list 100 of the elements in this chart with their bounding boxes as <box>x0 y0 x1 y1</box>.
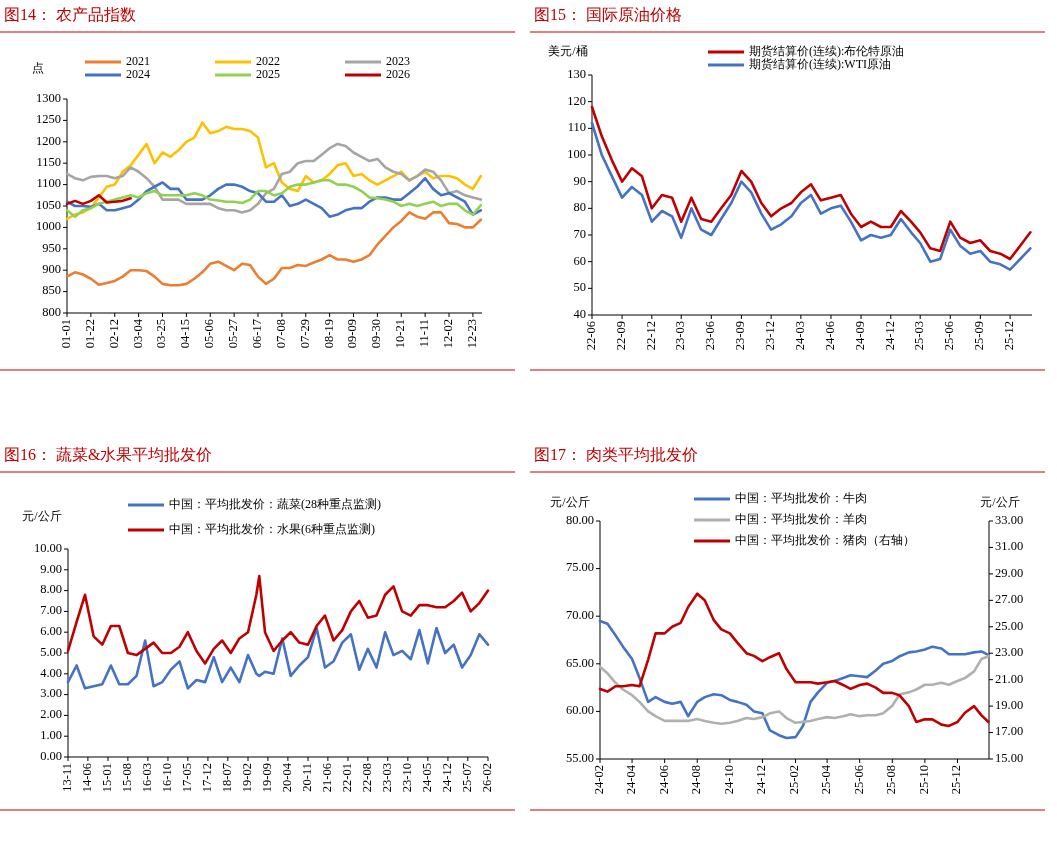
chart-title: 图17： 肉类平均批发价 <box>534 446 698 463</box>
chart-title: 图15： 国际原油价格 <box>534 6 682 23</box>
y-tick-label: 60 <box>573 253 586 268</box>
y2-tick-label: 29.00 <box>995 565 1024 580</box>
line-series <box>65 142 483 214</box>
x-tick-label: 24-03 <box>792 321 807 351</box>
x-tick-label: 03-25 <box>154 319 169 349</box>
x-tick-label: 25-07 <box>459 763 474 793</box>
x-tick-label: 25-03 <box>912 321 927 351</box>
y-tick-label: 120 <box>567 93 586 108</box>
y-tick-label: 6.00 <box>40 624 62 639</box>
x-tick-label: 22-01 <box>339 763 354 793</box>
y-tick-label: 2.00 <box>40 707 62 722</box>
y-tick-label: 70 <box>573 226 586 241</box>
x-tick-label: 09-30 <box>369 319 384 349</box>
y-tick-label: 8.00 <box>40 582 62 597</box>
y-tick-label: 5.00 <box>40 644 62 659</box>
y-axis-title: 元/公斤 <box>550 495 590 509</box>
legend-label: 期货结算价(连续):WTI原油 <box>749 56 891 71</box>
x-tick-label: 24-10 <box>721 765 736 795</box>
x-tick-label: 04-15 <box>178 319 193 349</box>
x-tick-label: 01-01 <box>58 319 73 349</box>
legend-label: 2025 <box>256 66 280 81</box>
x-tick-label: 22-12 <box>643 321 658 351</box>
x-tick-label: 25-04 <box>818 764 833 795</box>
y-tick-label: 55.00 <box>565 750 594 765</box>
x-tick-label: 22-06 <box>583 321 598 351</box>
x-tick-label: 24-12 <box>754 765 769 795</box>
line-series <box>65 211 483 287</box>
y-tick-label: 90 <box>573 173 586 188</box>
x-tick-label: 19-02 <box>239 763 254 793</box>
x-tick-label: 25-10 <box>916 765 931 795</box>
x-tick-label: 25-02 <box>787 765 802 795</box>
x-tick-label: 23-10 <box>399 763 414 793</box>
x-tick-label: 08-19 <box>321 319 336 349</box>
x-tick-label: 02-12 <box>106 319 121 349</box>
x-tick-label: 24-02 <box>591 765 606 795</box>
x-tick-label: 23-03 <box>673 321 688 351</box>
y-tick-label: 110 <box>567 120 586 135</box>
x-tick-label: 09-09 <box>345 319 360 349</box>
x-tick-label: 14-06 <box>79 763 94 793</box>
y-axis-title: 点 <box>32 61 44 75</box>
line-series <box>598 619 990 740</box>
x-tick-label: 20-04 <box>279 762 294 793</box>
y-tick-label: 1050 <box>36 197 61 212</box>
x-tick-label: 23-03 <box>379 763 394 793</box>
y-tick-label: 9.00 <box>40 561 62 576</box>
x-tick-label: 24-08 <box>689 765 704 795</box>
y-tick-label: 1100 <box>36 176 61 191</box>
x-tick-label: 11-11 <box>417 319 432 348</box>
legend-label: 2024 <box>126 66 150 81</box>
x-tick-label: 17-12 <box>199 763 214 793</box>
legend-label: 2026 <box>386 66 410 81</box>
x-tick-label: 24-04 <box>623 764 638 795</box>
x-tick-label: 12-23 <box>464 319 479 349</box>
y-tick-label: 60.00 <box>565 703 594 718</box>
legend-label: 中国：平均批发价：水果(6种重点监测) <box>169 521 375 536</box>
x-tick-label: 25-06 <box>851 765 866 795</box>
y-tick-label: 3.00 <box>40 686 62 701</box>
y-tick-label: 1150 <box>36 155 61 170</box>
y-tick-label: 0.00 <box>40 748 62 763</box>
x-tick-label: 24-09 <box>852 321 867 351</box>
y2-tick-label: 33.00 <box>995 512 1024 527</box>
y-tick-label: 80.00 <box>565 512 594 527</box>
x-tick-label: 25-08 <box>884 765 899 795</box>
x-tick-label: 24-06 <box>822 321 837 351</box>
y-tick-label: 65.00 <box>565 655 594 670</box>
y-tick-label: 75.00 <box>565 560 594 575</box>
line-series <box>66 626 490 690</box>
y-axis-title: 元/公斤 <box>22 509 62 523</box>
x-tick-label: 05-06 <box>202 319 217 349</box>
y-tick-label: 1300 <box>36 90 61 105</box>
chart-title: 图16： 蔬菜&水果平均批发价 <box>4 446 213 463</box>
x-tick-label: 24-12 <box>882 321 897 351</box>
y-axis-title: 美元/桶 <box>548 44 588 58</box>
y-tick-label: 70.00 <box>565 608 594 623</box>
y-tick-label: 1.00 <box>40 728 62 743</box>
x-tick-label: 15-01 <box>99 763 114 793</box>
y2-tick-label: 31.00 <box>995 539 1024 554</box>
x-tick-label: 05-27 <box>226 319 241 349</box>
legend-label: 中国：平均批发价：猪肉（右轴） <box>735 532 915 547</box>
line-series <box>598 592 990 728</box>
x-tick-label: 25-09 <box>972 321 987 351</box>
x-tick-label: 20-11 <box>299 763 314 792</box>
x-tick-label: 24-06 <box>656 765 671 795</box>
y-tick-label: 10.00 <box>33 540 62 555</box>
x-tick-label: 21-06 <box>319 763 334 793</box>
x-tick-label: 22-09 <box>613 321 628 351</box>
y-tick-label: 100 <box>567 146 586 161</box>
x-tick-label: 07-29 <box>297 319 312 349</box>
x-tick-label: 06-17 <box>249 319 264 349</box>
y-tick-label: 1200 <box>36 133 61 148</box>
y2-tick-label: 25.00 <box>995 618 1024 633</box>
y-tick-label: 80 <box>573 200 586 215</box>
y-tick-label: 1250 <box>36 112 61 127</box>
y-tick-label: 1000 <box>36 219 61 234</box>
legend-label: 期货结算价(连续):布伦特原油 <box>749 43 905 58</box>
x-tick-label: 25-12 <box>949 765 964 795</box>
x-tick-label: 01-22 <box>82 319 97 349</box>
x-tick-label: 07-08 <box>273 319 288 349</box>
